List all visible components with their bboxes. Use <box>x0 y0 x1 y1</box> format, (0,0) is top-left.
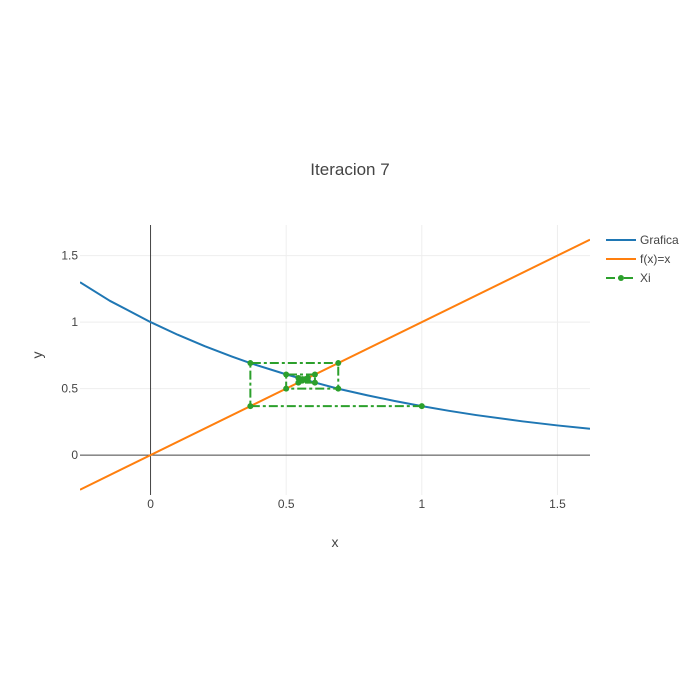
legend[interactable]: Grafica f(x)=x Xi <box>606 233 679 285</box>
data-point <box>418 403 425 410</box>
series-line <box>249 362 422 408</box>
legend-marker <box>618 275 624 281</box>
legend-label: Grafica <box>640 233 679 247</box>
data-point <box>247 403 254 410</box>
zero-lines <box>80 225 590 495</box>
grid-layer <box>80 225 590 495</box>
data-point <box>335 385 342 392</box>
x-tick-label: 1.5 <box>549 497 566 511</box>
data-point <box>247 360 254 367</box>
legend-item[interactable]: Grafica <box>606 233 679 247</box>
y-tick-label: 1.5 <box>61 249 78 263</box>
x-axis-title: x <box>332 534 339 550</box>
data-point <box>311 371 318 378</box>
data-point <box>335 360 342 367</box>
tick-labels: 0 0.5 1 1.5 0 0.5 1 1.5 <box>61 249 566 511</box>
y-tick-label: 0.5 <box>61 382 78 396</box>
series-1 <box>80 238 590 491</box>
legend-label: f(x)=x <box>640 252 670 266</box>
legend-label: Xi <box>640 271 651 285</box>
data-point <box>283 385 290 392</box>
legend-item[interactable]: f(x)=x <box>606 252 670 266</box>
series-line <box>80 281 590 430</box>
series-layer <box>80 238 590 491</box>
x-tick-label: 1 <box>418 497 425 511</box>
data-point <box>311 379 318 386</box>
series-2 <box>247 360 425 410</box>
data-point <box>302 376 309 383</box>
y-tick-label: 0 <box>71 448 78 462</box>
data-point <box>283 371 290 378</box>
x-tick-label: 0 <box>147 497 154 511</box>
series-0 <box>80 281 590 430</box>
legend-item[interactable]: Xi <box>606 271 651 285</box>
y-tick-label: 1 <box>71 315 78 329</box>
y-axis-title: y <box>29 352 45 359</box>
chart-title: Iteracion 7 <box>310 160 389 179</box>
series-line <box>80 238 590 491</box>
x-tick-label: 0.5 <box>278 497 295 511</box>
